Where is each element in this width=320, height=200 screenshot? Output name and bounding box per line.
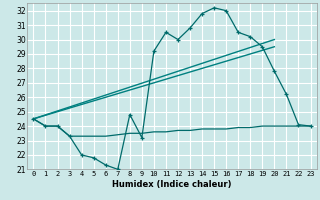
X-axis label: Humidex (Indice chaleur): Humidex (Indice chaleur) — [112, 180, 232, 189]
